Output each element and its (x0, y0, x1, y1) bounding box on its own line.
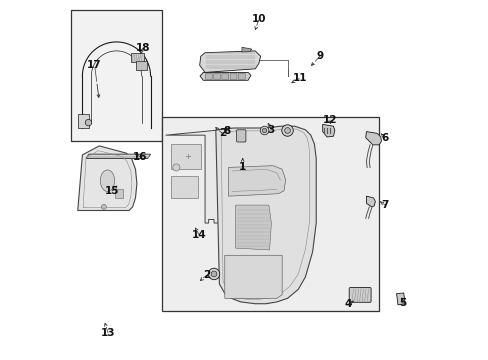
Text: 10: 10 (251, 14, 265, 24)
FancyBboxPatch shape (136, 61, 146, 69)
Text: 5: 5 (399, 298, 406, 308)
Text: 12: 12 (322, 115, 336, 125)
FancyBboxPatch shape (236, 130, 245, 142)
Text: 8: 8 (223, 126, 230, 136)
Polygon shape (86, 154, 150, 158)
Circle shape (85, 120, 92, 126)
Polygon shape (224, 255, 282, 298)
FancyBboxPatch shape (205, 73, 212, 80)
FancyBboxPatch shape (222, 73, 228, 80)
Text: 13: 13 (101, 328, 115, 338)
FancyBboxPatch shape (348, 288, 370, 302)
Polygon shape (165, 130, 221, 223)
Text: 7: 7 (381, 200, 388, 210)
FancyBboxPatch shape (230, 73, 237, 80)
Text: 9: 9 (316, 50, 324, 60)
Polygon shape (365, 132, 381, 145)
Circle shape (211, 271, 217, 277)
FancyBboxPatch shape (70, 10, 162, 140)
Circle shape (101, 204, 106, 210)
Polygon shape (200, 72, 250, 80)
FancyBboxPatch shape (171, 144, 201, 169)
Polygon shape (396, 293, 405, 305)
FancyBboxPatch shape (131, 53, 143, 62)
Circle shape (281, 125, 293, 136)
Circle shape (284, 128, 290, 134)
Text: 6: 6 (381, 133, 388, 143)
Polygon shape (322, 125, 334, 137)
FancyBboxPatch shape (213, 73, 220, 80)
Ellipse shape (100, 170, 115, 192)
Text: 17: 17 (87, 60, 102, 70)
Circle shape (172, 164, 180, 171)
Polygon shape (215, 126, 316, 304)
FancyBboxPatch shape (115, 189, 123, 198)
Circle shape (262, 129, 266, 133)
Text: 11: 11 (292, 73, 306, 83)
Text: 15: 15 (104, 186, 119, 197)
Text: 18: 18 (135, 43, 150, 53)
Text: 14: 14 (191, 230, 206, 239)
Circle shape (208, 268, 219, 280)
Polygon shape (228, 166, 285, 196)
Polygon shape (78, 146, 137, 211)
Circle shape (260, 126, 268, 135)
Text: 3: 3 (267, 125, 274, 135)
Polygon shape (366, 196, 375, 207)
Text: 4: 4 (344, 299, 351, 309)
FancyBboxPatch shape (78, 114, 88, 128)
Text: 16: 16 (133, 152, 147, 162)
FancyBboxPatch shape (171, 176, 198, 198)
Polygon shape (235, 205, 271, 250)
Text: 2: 2 (203, 270, 210, 280)
Text: 2: 2 (218, 129, 225, 138)
Polygon shape (199, 51, 260, 72)
Polygon shape (242, 47, 251, 52)
Text: 1: 1 (239, 162, 246, 172)
FancyBboxPatch shape (238, 73, 244, 80)
FancyBboxPatch shape (162, 117, 378, 311)
